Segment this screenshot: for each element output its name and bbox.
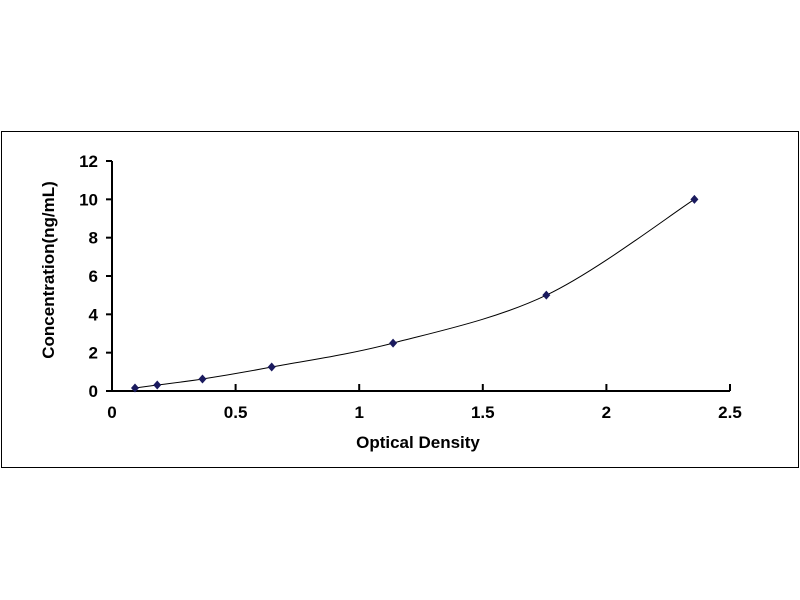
y-tick-label: 8 bbox=[89, 229, 98, 248]
y-tick-label: 4 bbox=[89, 305, 99, 324]
y-tick-label: 6 bbox=[89, 267, 98, 286]
x-tick-label: 0 bbox=[107, 403, 116, 422]
x-tick-label: 0.5 bbox=[224, 403, 248, 422]
fit-curve bbox=[134, 198, 695, 389]
x-axis-label: Optical Density bbox=[356, 433, 480, 452]
y-tick-label: 0 bbox=[89, 382, 98, 401]
x-tick-label: 1.5 bbox=[471, 403, 495, 422]
x-tick-label: 1 bbox=[354, 403, 363, 422]
y-tick-label: 10 bbox=[79, 190, 98, 209]
y-axis-label: Concentration(ng/mL) bbox=[39, 181, 58, 359]
data-point bbox=[267, 362, 276, 372]
data-point bbox=[690, 194, 699, 204]
x-tick-label: 2.5 bbox=[718, 403, 742, 422]
data-point bbox=[153, 380, 162, 390]
data-point bbox=[542, 290, 551, 300]
data-point bbox=[130, 383, 139, 393]
data-point bbox=[389, 338, 398, 348]
y-tick-label: 12 bbox=[79, 152, 98, 171]
chart-frame bbox=[1, 131, 799, 468]
y-tick-label: 2 bbox=[89, 344, 98, 363]
data-point bbox=[198, 374, 207, 384]
x-tick-label: 2 bbox=[602, 403, 611, 422]
